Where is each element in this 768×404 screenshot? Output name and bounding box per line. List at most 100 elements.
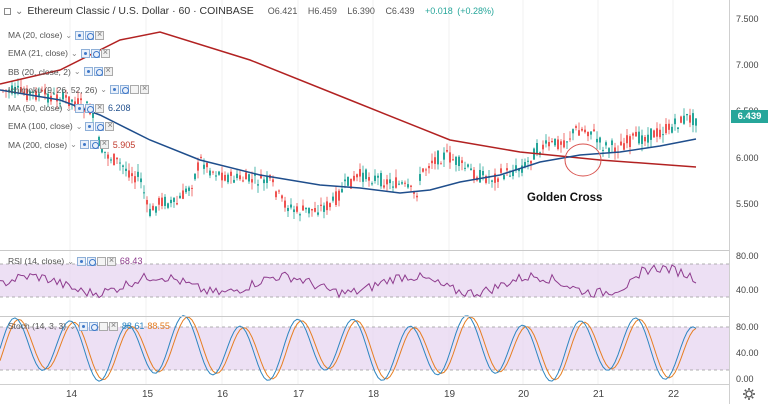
chevron-down-icon[interactable]: ⌄ — [15, 5, 24, 17]
chevron-down-icon[interactable]: ⌄ — [75, 121, 83, 131]
close-icon[interactable] — [95, 29, 105, 40]
candle-body — [110, 159, 112, 161]
settings-gear-icon[interactable] — [742, 387, 756, 401]
candle-body — [11, 85, 13, 94]
candle-body — [419, 174, 421, 181]
last-price-tag: 6.439 — [731, 110, 768, 123]
gear-icon[interactable] — [88, 321, 98, 331]
candle-body — [659, 129, 661, 138]
candle-body — [437, 150, 439, 165]
chevron-down-icon[interactable]: ⌄ — [70, 140, 77, 150]
rsi-band — [0, 264, 729, 297]
chevron-down-icon[interactable]: ⌄ — [67, 256, 74, 266]
eye-icon[interactable] — [78, 321, 88, 331]
candle-body — [587, 132, 589, 137]
eye-icon[interactable] — [83, 67, 93, 77]
candle-body — [470, 168, 472, 171]
candle-body — [578, 130, 580, 136]
close-icon[interactable] — [103, 65, 113, 77]
eye-icon[interactable] — [110, 85, 119, 95]
symbol-title[interactable]: Ethereum Classic / U.S. Dollar · 60 · CO… — [27, 5, 254, 17]
close-icon[interactable] — [140, 83, 149, 95]
gear-icon[interactable] — [89, 140, 99, 150]
candle-body — [431, 160, 433, 164]
close-icon[interactable] — [95, 102, 105, 113]
candle-body — [638, 131, 640, 144]
more-icon[interactable] — [98, 321, 108, 331]
eye-icon[interactable] — [75, 103, 85, 113]
candle-body — [641, 135, 643, 144]
candle-body — [299, 214, 301, 216]
candle-body — [29, 91, 31, 95]
ma50-value: 6.208 — [108, 103, 131, 114]
candle-body — [407, 184, 409, 188]
more-icon[interactable] — [130, 85, 139, 95]
indicator-row-ma50[interactable]: MA (50, close) ⌄ 6.208 — [8, 101, 150, 115]
close-icon[interactable] — [100, 47, 110, 58]
gear-icon[interactable] — [85, 30, 95, 40]
candle-body — [167, 203, 169, 208]
candle-body — [650, 128, 652, 140]
stoch-legend[interactable]: Stoch (14, 3, 3) ⌄ 88.61 88.55 — [8, 320, 170, 332]
indicator-row-bb[interactable]: BB (20, close, 2) ⌄ — [8, 65, 150, 79]
close-icon[interactable] — [108, 320, 118, 331]
stoch-tick: 40.00 — [736, 348, 759, 358]
stoch-tick: 80.00 — [736, 322, 759, 332]
more-icon[interactable] — [96, 256, 106, 266]
chevron-down-icon[interactable]: ⌄ — [65, 103, 73, 113]
candle-body — [17, 85, 19, 88]
pane-separator[interactable] — [0, 316, 729, 317]
time-label: 15 — [142, 389, 154, 400]
chart-canvas[interactable] — [0, 0, 729, 384]
gear-icon[interactable] — [86, 256, 96, 266]
candle-body — [41, 90, 43, 92]
candle-body — [14, 86, 16, 95]
eye-icon[interactable] — [79, 140, 89, 150]
collapse-square-icon[interactable] — [4, 7, 11, 15]
candle-body — [377, 175, 379, 178]
candle-body — [569, 138, 571, 140]
indicator-row-ma20[interactable]: MA (20, close) ⌄ — [8, 28, 150, 42]
rsi-legend[interactable]: RSI (14, close) ⌄ 68.43 — [8, 255, 142, 267]
gear-icon[interactable] — [90, 48, 100, 58]
candle-body — [416, 195, 418, 198]
close-icon[interactable] — [105, 120, 115, 131]
gear-icon[interactable] — [85, 103, 95, 113]
rsi-line — [0, 264, 697, 299]
chevron-down-icon[interactable]: ⌄ — [100, 85, 107, 95]
candle-body — [347, 176, 349, 186]
candle-body — [161, 197, 163, 207]
indicator-row-ma200[interactable]: MA (200, close) ⌄ 5.905 — [8, 138, 150, 152]
price-axis[interactable]: 7.500 7.000 6.500 6.000 5.500 6.439 80.0… — [729, 0, 768, 404]
indicator-row-ema100[interactable]: EMA (100, close) ⌄ — [8, 119, 150, 133]
chevron-down-icon[interactable]: ⌄ — [65, 30, 73, 40]
time-axis[interactable]: 14 15 16 17 18 19 20 21 22 — [0, 384, 729, 404]
gear-icon[interactable] — [93, 67, 103, 77]
pane-separator[interactable] — [0, 250, 729, 251]
indicator-row-ema21[interactable]: EMA (21, close) ⌄ — [8, 46, 150, 60]
eye-icon[interactable] — [76, 256, 86, 266]
time-label: 20 — [518, 389, 530, 400]
candle-body — [155, 206, 157, 213]
chevron-down-icon[interactable]: ⌄ — [69, 321, 76, 331]
candle-body — [227, 174, 229, 183]
candle-body — [245, 172, 247, 180]
indicator-row-ichimoku[interactable]: Ichimoku (9, 26, 52, 26) ⌄ — [8, 83, 150, 97]
candle-body — [503, 175, 505, 180]
chevron-down-icon[interactable]: ⌄ — [71, 48, 78, 58]
eye-icon[interactable] — [85, 121, 95, 131]
gear-icon[interactable] — [95, 121, 105, 131]
indicator-label: EMA (21, close) — [8, 48, 68, 59]
candle-body — [620, 141, 622, 146]
close-icon[interactable] — [106, 255, 116, 266]
chevron-down-icon[interactable]: ⌄ — [73, 67, 81, 77]
eye-icon[interactable] — [75, 30, 85, 40]
eye-icon[interactable] — [80, 48, 90, 58]
candle-body — [452, 159, 454, 161]
candle-body — [560, 141, 562, 145]
golden-cross-annotation[interactable]: Golden Cross — [527, 192, 603, 204]
candle-body — [65, 95, 67, 98]
gear-icon[interactable] — [120, 85, 129, 95]
candle-body — [584, 129, 586, 133]
close-icon[interactable] — [99, 138, 109, 150]
